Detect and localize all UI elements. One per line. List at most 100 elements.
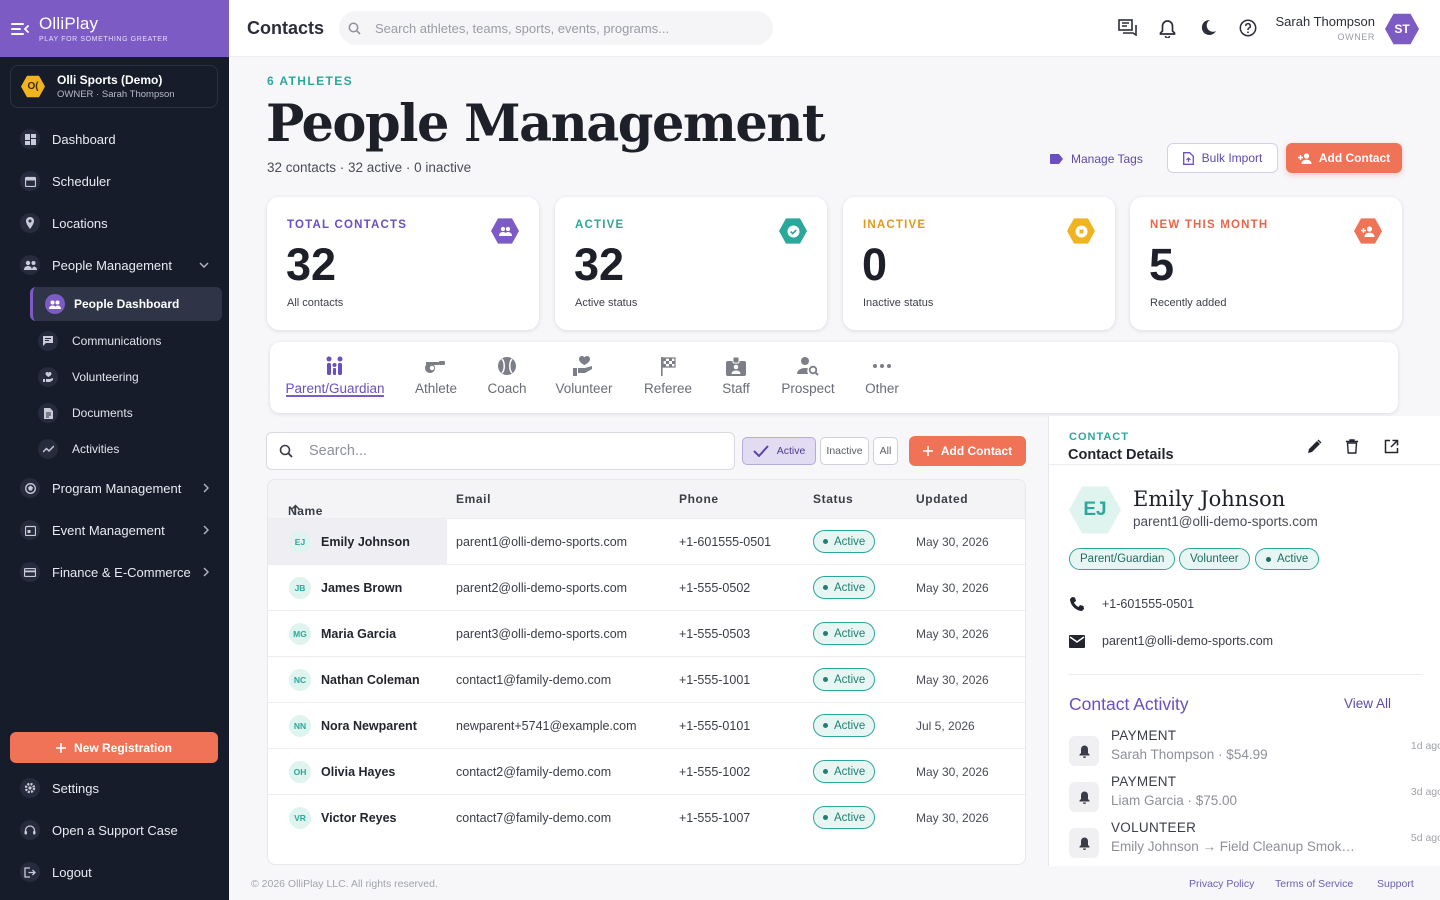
table-row[interactable]: NC Nathan Coleman contact1@family-demo.c… [268,656,1025,702]
filter-all-button[interactable]: All [873,437,898,465]
stat-card-new: NEW THIS MONTH 5 Recently added [1130,197,1402,330]
messages-icon[interactable] [1118,19,1137,36]
table-row[interactable]: VR Victor Reyes contact7@family-demo.com… [268,794,1025,840]
logout-icon [20,862,40,882]
tab-volunteer[interactable]: Volunteer [551,342,617,413]
people-icon [20,255,40,275]
status-badge: Active [813,576,876,599]
filter-inactive-button[interactable]: Inactive [820,437,869,465]
row-avatar: OH [289,761,311,783]
sidebar-item-program-management[interactable]: Program Management [0,477,229,499]
brand-logo[interactable]: OlliPlay PLAY FOR SOMETHING GREATER [39,14,168,43]
dark-mode-icon[interactable] [1200,19,1217,36]
sidebar-subitem-people-dashboard[interactable]: People Dashboard [30,287,222,321]
stat-card-active: ACTIVE 32 Active status [555,197,827,330]
view-all-link[interactable]: View All [1344,696,1392,711]
tab-staff[interactable]: Staff [716,342,756,413]
trend-line-icon [38,439,58,459]
table-row[interactable]: NN Nora Newparent newparent+5741@example… [268,702,1025,748]
sidebar-item-locations[interactable]: Locations [0,212,229,234]
sidebar-item-finance[interactable]: Finance & E-Commerce [0,561,229,583]
row-name: Emily Johnson [321,535,410,549]
row-updated: May 30, 2026 [916,765,989,779]
stat-caption: Recently added [1150,297,1227,309]
row-email: contact2@family-demo.com [456,765,612,779]
activity-item[interactable]: PAYMENT Liam Garcia · $75.00 3d ago [1069,774,1440,818]
contact-search-input[interactable] [309,443,709,459]
row-name: Victor Reyes [321,811,397,825]
file-upload-icon [1182,151,1194,165]
table-row[interactable]: MG Maria Garcia parent3@olli-demo-sports… [268,610,1025,656]
support-link[interactable]: Support [1377,878,1414,890]
checkmark-icon [752,445,769,457]
collapse-menu-icon[interactable] [11,22,29,36]
sidebar-subitem-activities[interactable]: Activities [38,438,119,460]
stat-label: ACTIVE [575,219,625,231]
row-avatar: VR [289,807,311,829]
sidebar-item-support-case[interactable]: Open a Support Case [0,819,229,841]
trash-icon[interactable] [1346,439,1358,454]
detail-email-row[interactable]: parent1@olli-demo-sports.com [1069,634,1273,648]
column-header-updated[interactable]: Updated [916,492,969,506]
row-updated: May 30, 2026 [916,581,989,595]
table-row[interactable]: EJ Emily Johnson parent1@olli-demo-sport… [268,518,1025,564]
tab-prospect[interactable]: Prospect [776,342,840,413]
user-name[interactable]: Sarah Thompson [1275,14,1376,29]
stat-card-inactive: INACTIVE 0 Inactive status [843,197,1115,330]
activity-item[interactable]: PAYMENT Sarah Thompson · $54.99 1d ago [1069,728,1440,772]
column-header-email[interactable]: Email [456,492,492,506]
sidebar-item-dashboard[interactable]: Dashboard [0,128,229,150]
sidebar-item-people-management[interactable]: People Management [0,254,229,276]
tab-other[interactable]: Other [860,342,904,413]
manage-tags-button[interactable]: Manage Tags [1050,145,1143,173]
activity-type: PAYMENT [1111,774,1177,789]
user-avatar[interactable]: ST [1385,13,1419,45]
activity-desc: Emily Johnson → Field Cleanup Smoke Test [1111,839,1361,854]
activity-type: PAYMENT [1111,728,1177,743]
stat-caption: Active status [575,297,638,309]
add-contact-list-button[interactable]: Add Contact [909,436,1026,466]
row-email: newparent+5741@example.com [456,719,637,733]
row-name: Maria Garcia [321,627,397,641]
bell-icon [1069,828,1099,858]
detail-phone-row[interactable]: +1-601555-0501 [1069,596,1194,612]
role-chip-volunteer: Volunteer [1179,548,1250,570]
org-switcher[interactable]: O( Olli Sports (Demo) OWNER · Sarah Thom… [10,65,218,108]
tab-referee[interactable]: Referee [640,342,696,413]
bulk-import-button[interactable]: Bulk Import [1167,143,1278,173]
sidebar-item-event-management[interactable]: Event Management [0,519,229,541]
table-row[interactable]: JB James Brown parent2@olli-demo-sports.… [268,564,1025,610]
table-row[interactable]: OH Olivia Hayes contact2@family-demo.com… [268,748,1025,794]
sidebar-item-scheduler[interactable]: Scheduler [0,170,229,192]
sidebar-item-label: Program Management [52,480,182,496]
tab-athlete[interactable]: Athlete [406,342,466,413]
status-badge: Active [813,668,876,691]
column-header-phone[interactable]: Phone [679,492,719,506]
manage-tags-label: Manage Tags [1071,152,1143,166]
terms-of-service-link[interactable]: Terms of Service [1275,878,1354,890]
privacy-policy-link[interactable]: Privacy Policy [1189,878,1255,890]
activity-item[interactable]: VOLUNTEER Emily Johnson → Field Cleanup … [1069,820,1440,864]
filter-active-button[interactable]: Active [742,437,816,465]
sidebar-item-settings[interactable]: Settings [0,777,229,799]
sidebar-subitem-communications[interactable]: Communications [38,330,161,352]
tab-label: Volunteer [555,381,613,396]
bell-icon[interactable] [1159,19,1176,38]
help-icon[interactable] [1239,19,1257,37]
page-eyebrow: 6 ATHLETES [267,74,354,88]
column-header-status[interactable]: Status [813,492,854,506]
new-registration-button[interactable]: New Registration [10,732,218,763]
detail-email: parent1@olli-demo-sports.com [1133,514,1318,529]
open-external-icon[interactable] [1384,439,1399,454]
sidebar-subitem-volunteering[interactable]: Volunteering [38,366,139,388]
add-contact-button[interactable]: Add Contact [1286,143,1402,173]
tab-coach[interactable]: Coach [480,342,534,413]
stat-label: NEW THIS MONTH [1150,219,1269,231]
sidebar-subitem-documents[interactable]: Documents [38,402,133,424]
tab-parent-guardian[interactable]: Parent/Guardian [285,342,385,413]
sidebar-item-logout[interactable]: Logout [0,861,229,883]
row-email: contact7@family-demo.com [456,811,612,825]
global-search-input[interactable] [375,20,735,36]
sidebar-item-label: Scheduler [52,173,111,189]
edit-pencil-icon[interactable] [1307,439,1322,454]
